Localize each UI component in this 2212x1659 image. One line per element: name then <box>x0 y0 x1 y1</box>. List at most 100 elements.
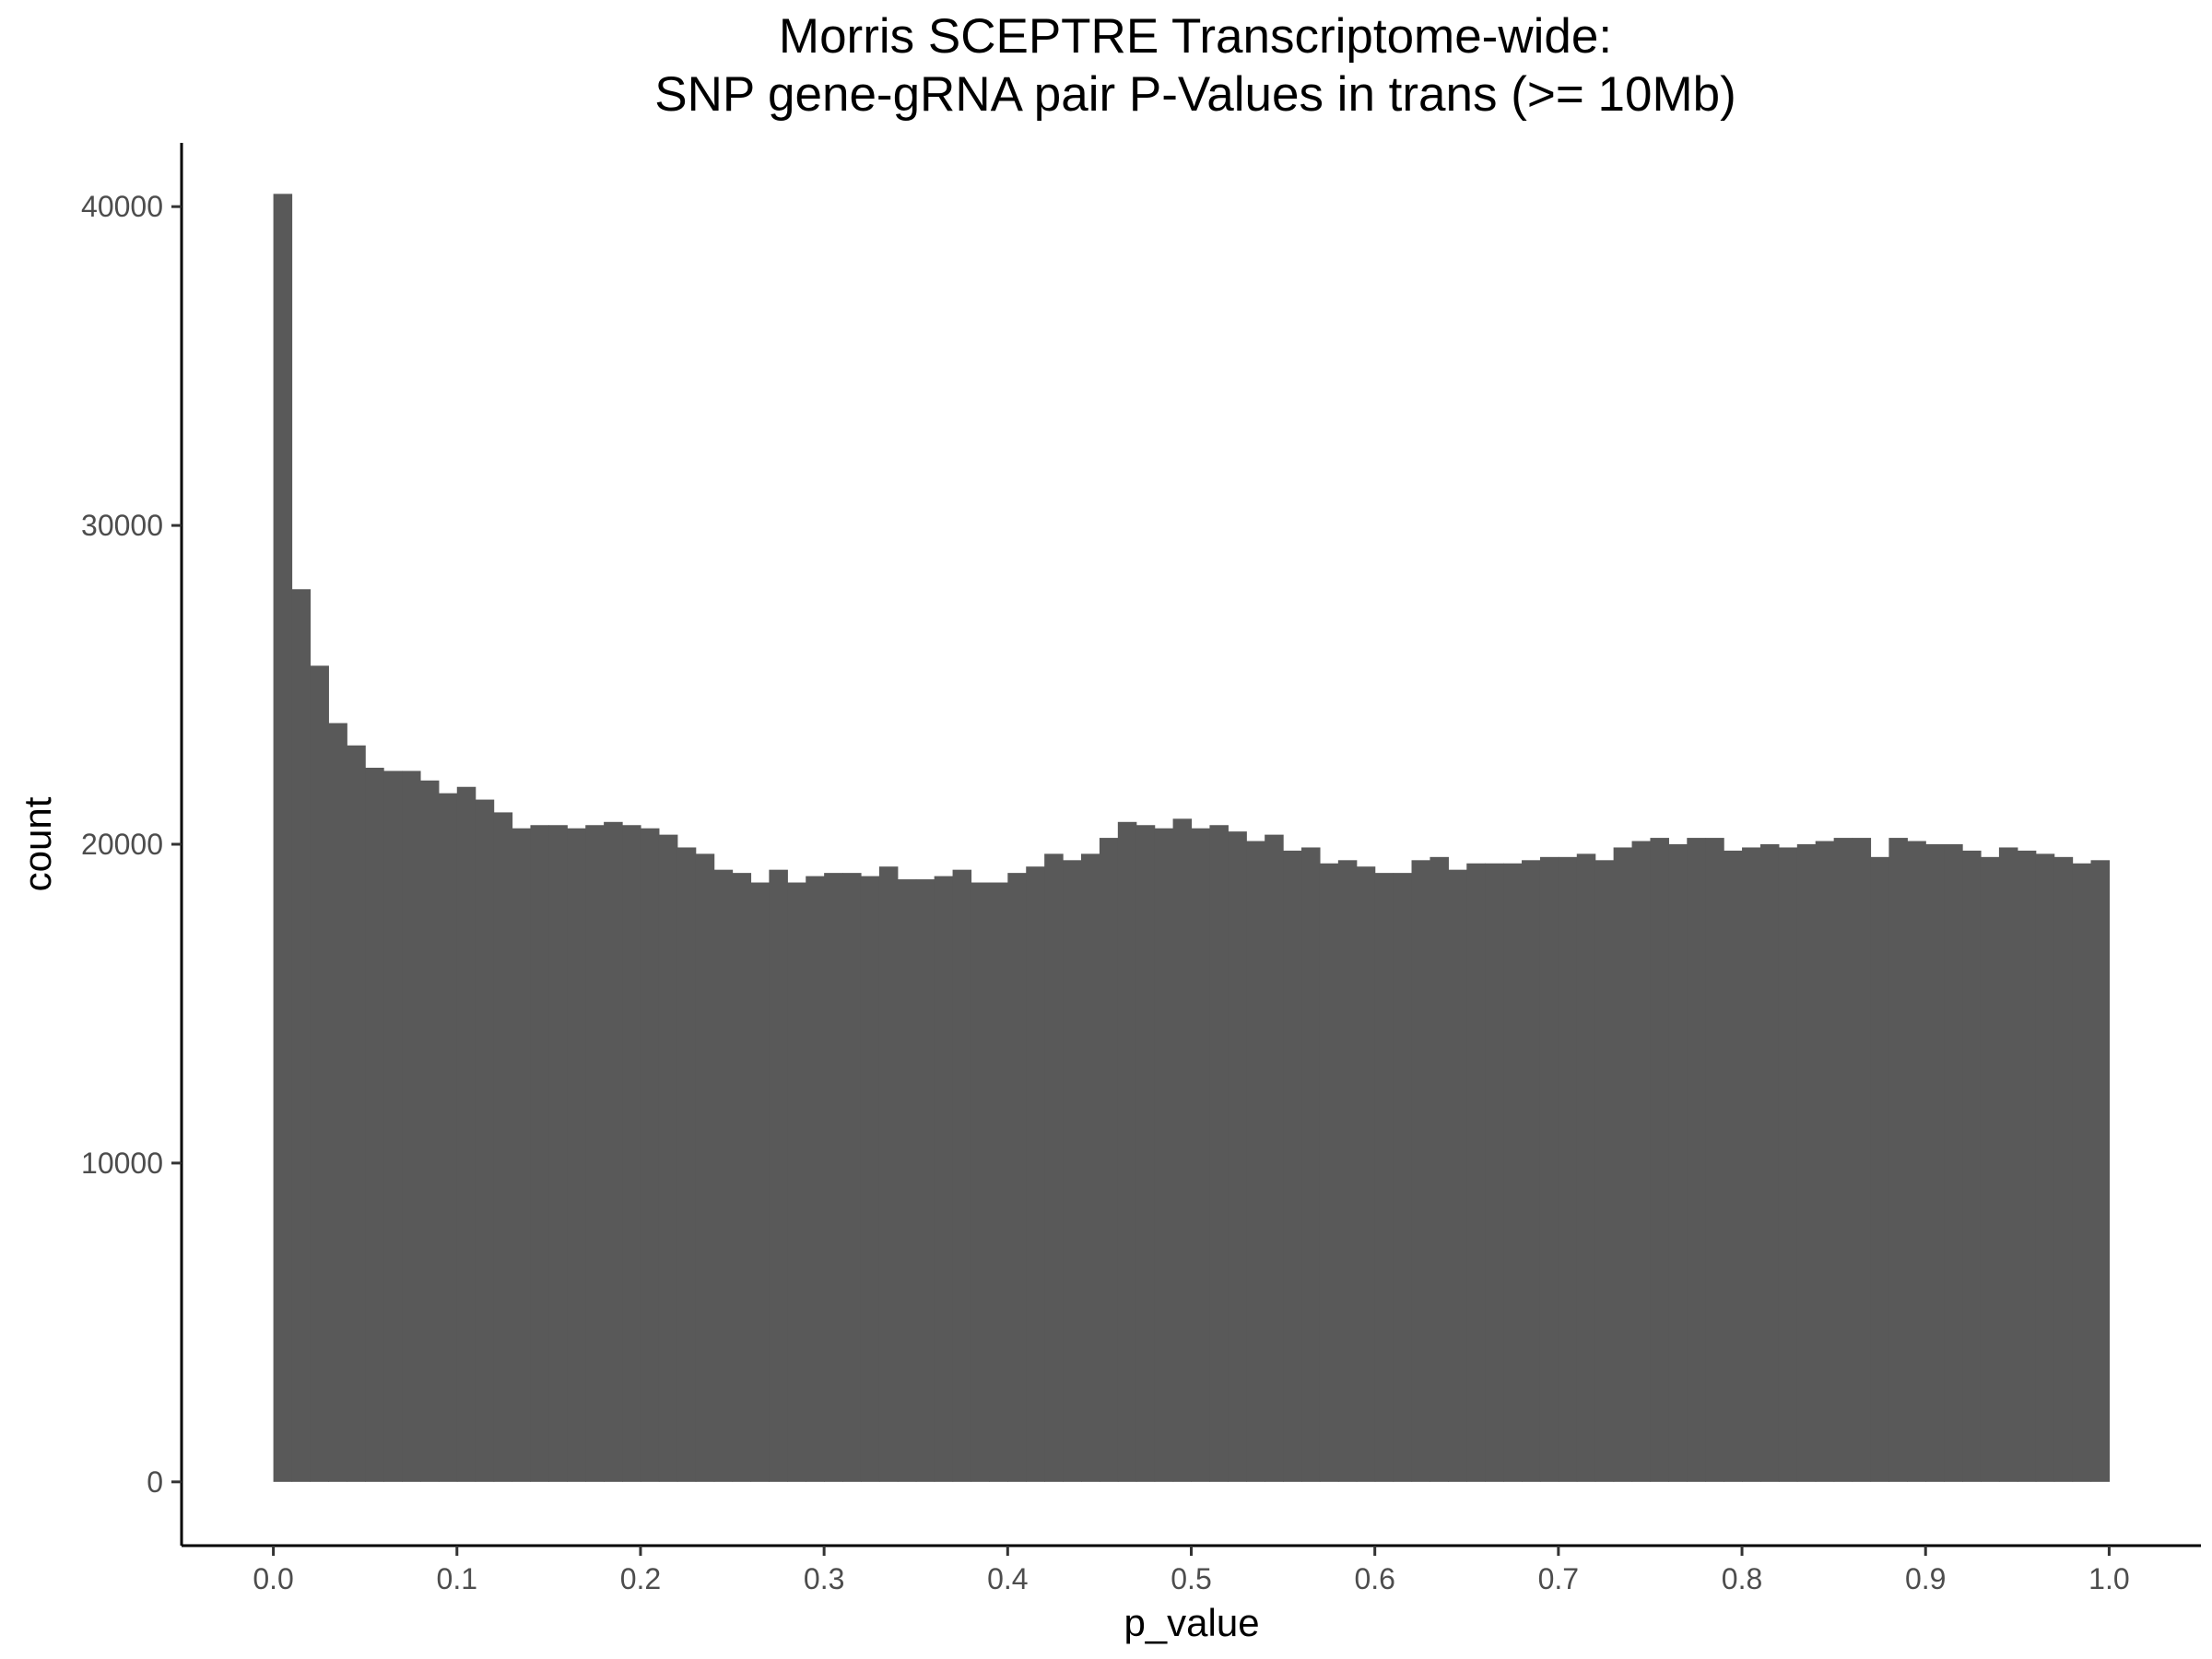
histogram-bar <box>622 825 641 1482</box>
histogram-bar <box>493 812 513 1482</box>
histogram-bar <box>456 786 477 1482</box>
histogram-bar <box>732 873 752 1482</box>
histogram-bar <box>860 876 880 1482</box>
histogram-bar <box>1833 838 1853 1482</box>
histogram-bar <box>2017 850 2037 1482</box>
histogram-bar <box>769 869 788 1482</box>
y-tick-label: 10000 <box>81 1147 163 1180</box>
histogram-bar <box>1522 860 1541 1482</box>
histogram-bar <box>1209 825 1229 1482</box>
histogram-bar <box>1337 860 1358 1482</box>
x-tick-label: 0.2 <box>620 1562 661 1595</box>
x-tick-label: 0.4 <box>987 1562 1028 1595</box>
x-tick-label: 1.0 <box>2088 1562 2129 1595</box>
y-axis-ticks: 0 10000 20000 30000 40000 <box>81 190 182 1499</box>
histogram-bar <box>1705 838 1724 1482</box>
histogram-bar <box>1870 856 1889 1482</box>
histogram-bar <box>806 876 825 1482</box>
histogram-bar <box>419 780 440 1482</box>
histogram-bar <box>1099 838 1119 1482</box>
histogram-bar <box>383 771 403 1482</box>
histogram-bar <box>438 793 458 1482</box>
x-tick-label: 0.5 <box>1171 1562 1211 1595</box>
histogram-bar <box>1724 850 1743 1482</box>
x-tick-label: 0.6 <box>1354 1562 1394 1595</box>
histogram-bar <box>1007 873 1027 1482</box>
histogram-bar <box>1044 853 1064 1482</box>
histogram-bar <box>971 882 990 1482</box>
histogram-bar <box>1687 838 1706 1482</box>
histogram-bar <box>750 882 770 1482</box>
histogram-bar <box>1796 844 1817 1482</box>
histogram-bar <box>365 767 384 1482</box>
y-tick-label: 20000 <box>81 828 163 861</box>
histogram-bar <box>585 825 605 1482</box>
histogram-bar <box>1503 863 1523 1482</box>
histogram-bar <box>1539 856 1559 1482</box>
histogram-bar <box>1888 838 1908 1482</box>
histogram-bar <box>1998 847 2018 1482</box>
x-tick-label: 0.9 <box>1905 1562 1946 1595</box>
histogram-bar <box>512 828 532 1482</box>
histogram-bars <box>273 194 2111 1482</box>
x-tick-label: 0.0 <box>253 1562 293 1595</box>
histogram-bar <box>1080 853 1100 1482</box>
x-axis-title: p_value <box>1124 1601 1259 1644</box>
histogram-bar <box>1742 847 1761 1482</box>
histogram-bar <box>1925 844 1945 1482</box>
histogram-bar <box>1980 856 2000 1482</box>
histogram-bar <box>1558 856 1578 1482</box>
y-tick-label: 0 <box>147 1465 163 1499</box>
histogram-bar <box>695 853 715 1482</box>
histogram-bar <box>1063 860 1082 1482</box>
histogram-bar <box>1026 866 1045 1482</box>
histogram-bar <box>1576 853 1596 1482</box>
histogram-bar <box>1485 863 1504 1482</box>
histogram-bar <box>328 723 347 1482</box>
histogram-bar <box>1852 838 1872 1482</box>
histogram-bar <box>658 834 678 1482</box>
y-tick-label: 30000 <box>81 509 163 542</box>
histogram-bar <box>989 882 1008 1482</box>
histogram-bar <box>2072 863 2092 1482</box>
chart-title-line-2: SNP gene-gRNA pair P-Values in trans (>=… <box>654 67 1735 122</box>
histogram-bar <box>2053 856 2074 1482</box>
histogram-bar <box>548 825 568 1482</box>
histogram-bar <box>1228 831 1247 1482</box>
histogram-bar <box>1944 844 1963 1482</box>
histogram-bar <box>1430 856 1449 1482</box>
histogram-bar <box>1356 866 1376 1482</box>
histogram-bar <box>878 866 899 1482</box>
histogram-bar <box>1907 841 1926 1482</box>
histogram-bar <box>1815 841 1835 1482</box>
histogram-bar <box>1301 847 1321 1482</box>
histogram-bar <box>2090 860 2111 1482</box>
histogram-bar <box>897 879 917 1482</box>
histogram-bar <box>1374 873 1394 1482</box>
histogram-bar <box>1411 860 1431 1482</box>
x-tick-label: 0.8 <box>1722 1562 1762 1595</box>
histogram-bar <box>934 876 954 1482</box>
histogram-bar <box>677 847 697 1482</box>
histogram-bar <box>1265 834 1284 1482</box>
histogram-bar <box>1962 850 1982 1482</box>
x-tick-label: 0.1 <box>437 1562 477 1595</box>
histogram-bar <box>1668 844 1688 1482</box>
histogram-bar <box>1759 844 1780 1482</box>
histogram-bar <box>402 771 421 1482</box>
x-tick-label: 0.7 <box>1538 1562 1579 1595</box>
histogram-bar <box>1154 828 1174 1482</box>
y-tick-label: 40000 <box>81 190 163 223</box>
histogram-bar <box>530 825 549 1482</box>
histogram-bar <box>1448 869 1467 1482</box>
histogram-bar <box>291 589 312 1482</box>
histogram-bar <box>1393 873 1413 1482</box>
histogram-bar <box>604 821 623 1482</box>
histogram-bar <box>1650 838 1669 1482</box>
chart-title-line-1: Morris SCEPTRE Transcriptome-wide: <box>779 9 1612 64</box>
histogram-bar <box>915 879 935 1482</box>
histogram-bar <box>1631 841 1652 1482</box>
histogram-bar <box>713 869 734 1482</box>
histogram-bar <box>347 745 366 1482</box>
